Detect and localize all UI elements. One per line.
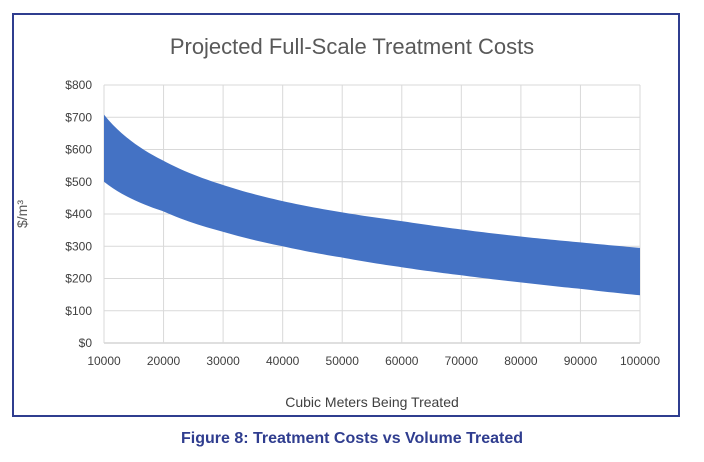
x-tick-label: 20000 (147, 354, 181, 368)
figure-caption: Figure 8: Treatment Costs vs Volume Trea… (180, 430, 524, 447)
x-tick-label: 30000 (206, 354, 240, 368)
y-tick-label: $100 (65, 304, 92, 318)
x-tick-label: 40000 (266, 354, 300, 368)
y-tick-label: $200 (65, 272, 92, 286)
x-tick-label: 70000 (445, 354, 479, 368)
x-tick-label: 100000 (620, 354, 660, 368)
cost-band (104, 114, 640, 296)
x-tick-label: 60000 (385, 354, 419, 368)
x-axis-label: Cubic Meters Being Treated (285, 394, 459, 410)
y-tick-label: $800 (65, 78, 92, 92)
y-tick-label: $500 (65, 175, 92, 189)
y-tick-label: $700 (65, 110, 92, 124)
y-tick-label: $300 (65, 239, 92, 253)
x-tick-label: 50000 (326, 354, 360, 368)
chart-title: Projected Full-Scale Treatment Costs (169, 34, 535, 59)
y-tick-label: $0 (79, 336, 93, 350)
x-tick-label: 10000 (87, 354, 121, 368)
x-tick-label: 80000 (504, 354, 538, 368)
y-tick-label: $600 (65, 143, 92, 157)
x-tick-labels: 10000 20000 30000 40000 50000 60000 70000 80000… (87, 354, 660, 368)
cost-range-area (104, 114, 640, 296)
y-tick-label: $400 (65, 207, 92, 221)
y-tick-labels: $0 $100 $200 $300 $400 $500 $600 $700 $800 (65, 78, 92, 350)
x-tick-label: 90000 (564, 354, 598, 368)
